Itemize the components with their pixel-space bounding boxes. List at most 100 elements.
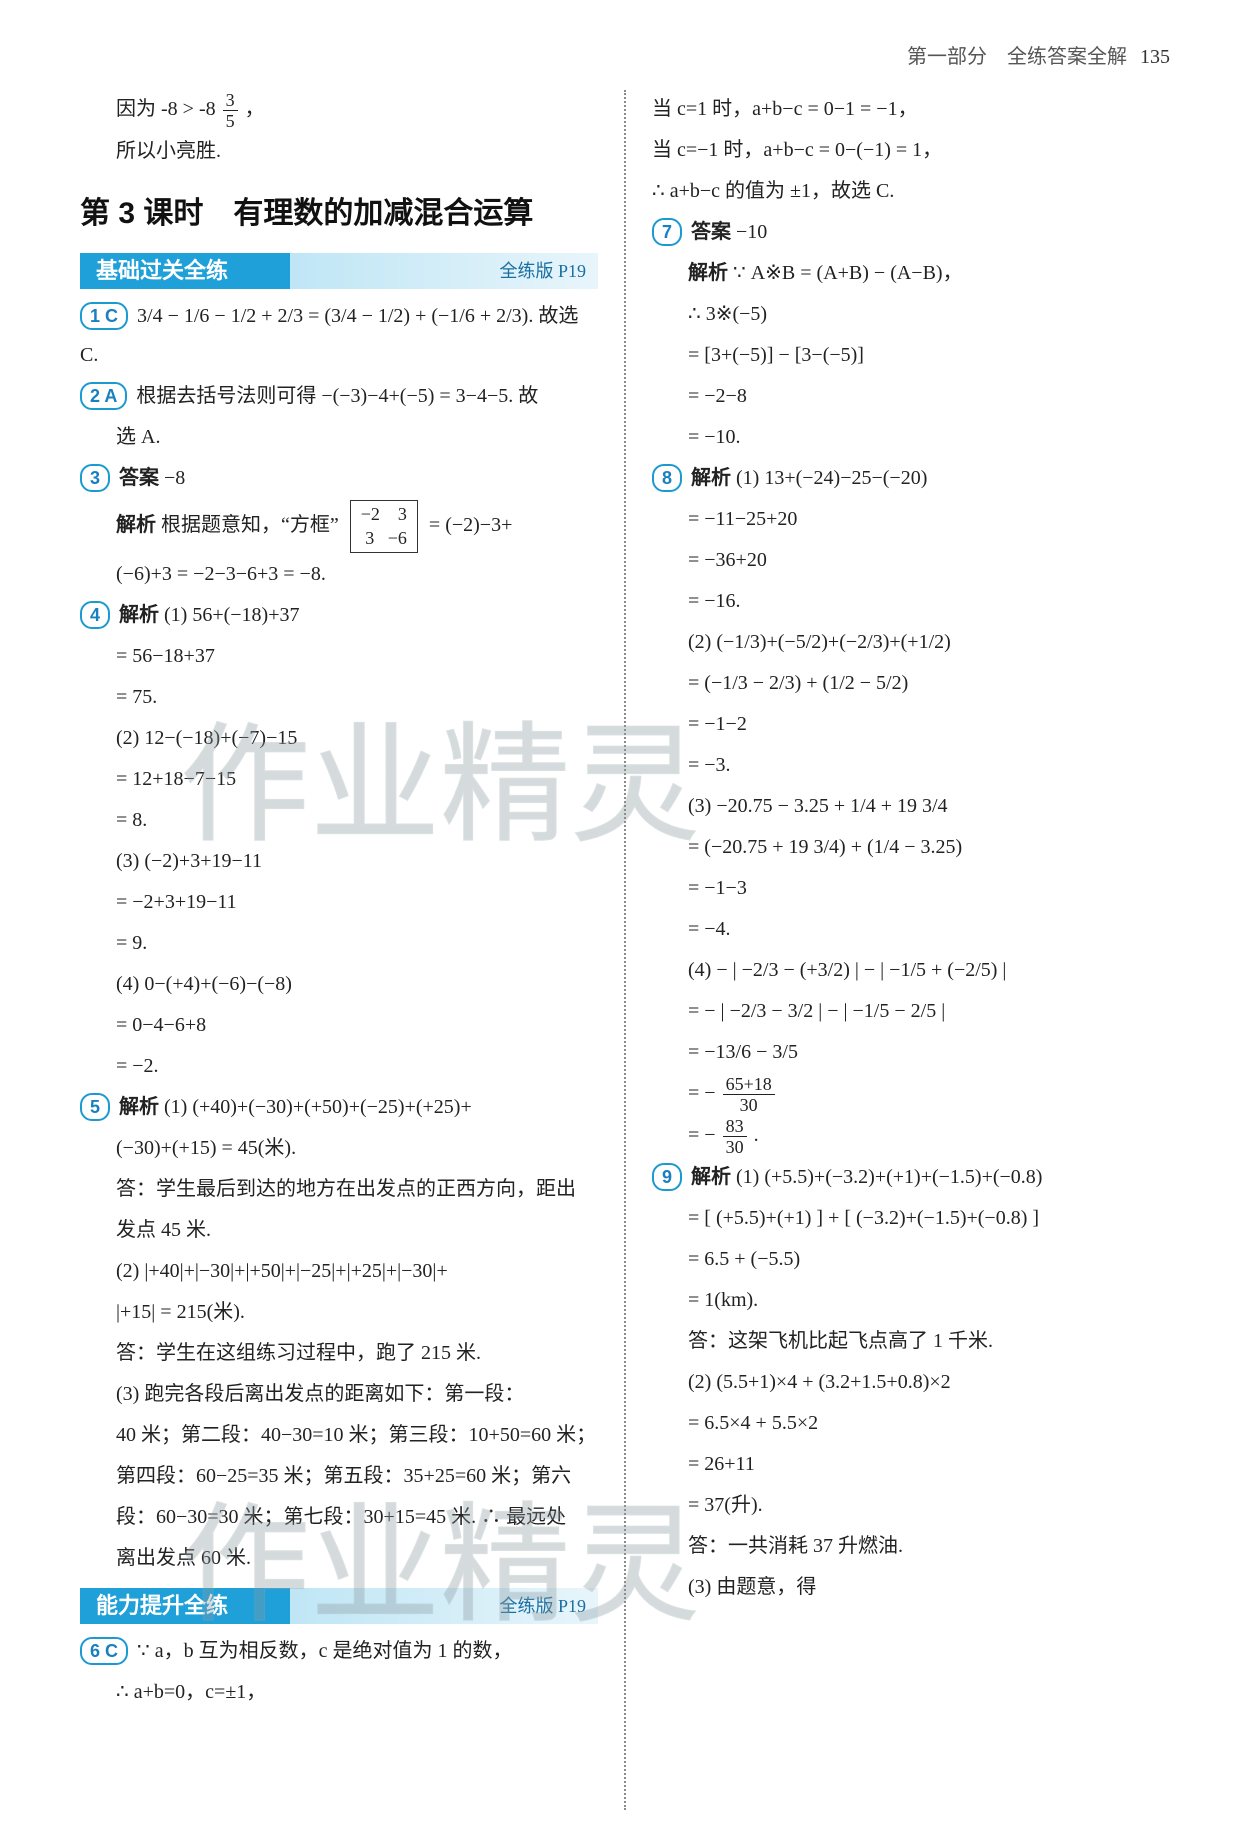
q4-3a: (3) (−2)+3+19−11	[80, 842, 598, 881]
q4-1c: = 75.	[80, 678, 598, 717]
q8-3b: = (−20.75 + 19 3/4) + (1/4 − 3.25)	[652, 828, 1170, 867]
q8-4a: (4) − | −2/3 − (+3/2) | − | −1/5 + (−2/5…	[652, 951, 1170, 990]
intro-line-2: 所以小亮胜.	[80, 132, 598, 171]
q7-l4: = −2−8	[652, 377, 1170, 416]
lesson-title: 第 3 课时 有理数的加减混合运算	[80, 185, 598, 244]
frac-83-30: 83 30	[723, 1117, 747, 1156]
q8-2a: (2) (−1/3)+(−5/2)+(−2/3)+(+1/2)	[652, 623, 1170, 662]
q8-1d: = −16.	[652, 582, 1170, 621]
intro-line-1: 因为 -8 > -8 3 5 ，	[80, 90, 598, 130]
q8-4d: = − 65+18 30	[652, 1074, 1170, 1114]
q4-3b: = −2+3+19−11	[80, 883, 598, 922]
q8-2c: = −1−2	[652, 705, 1170, 744]
q2-l2: 选 A.	[80, 418, 598, 457]
q3-ans: 3 答案 −8	[80, 459, 598, 498]
q8-1c: = −36+20	[652, 541, 1170, 580]
q5-3d: 段：60−30=30 米；第七段：30+15=45 米. ∴ 最远处	[80, 1498, 598, 1537]
section-title-2: 能力提升全练	[80, 1585, 244, 1628]
explain-label: 解析	[116, 514, 156, 536]
badge-5: 5	[80, 1093, 110, 1121]
badge-6c: 6 C	[80, 1637, 128, 1665]
q4-1b: = 56−18+37	[80, 637, 598, 676]
q4-4b: = 0−4−6+8	[80, 1006, 598, 1045]
q9-1c: = 6.5 + (−5.5)	[652, 1240, 1170, 1279]
q1: 1 C 3/4 − 1/6 − 1/2 + 2/3 = (3/4 − 1/2) …	[80, 297, 598, 375]
q8-4b: = − | −2/3 − 3/2 | − | −1/5 − 2/5 |	[652, 992, 1170, 1031]
section-bar-ability: 能力提升全练 全练版 P19	[80, 1588, 598, 1624]
q1-body: 3/4 − 1/6 − 1/2 + 2/3 = (3/4 − 1/2) + (−…	[80, 305, 578, 366]
q4-3c: = 9.	[80, 924, 598, 963]
section-title: 基础过关全练	[80, 250, 244, 293]
q3-l2: (−6)+3 = −2−3−6+3 = −8.	[80, 555, 598, 594]
badge-8: 8	[652, 464, 682, 492]
q8-2d: = −3.	[652, 746, 1170, 785]
q9-3a: (3) 由题意，得	[652, 1568, 1170, 1607]
left-column: 因为 -8 > -8 3 5 ， 所以小亮胜. 第 3 课时 有理数的加减混合运…	[80, 90, 620, 1810]
q5-3c: 第四段：60−25=35 米；第五段：35+25=60 米；第六	[80, 1457, 598, 1496]
frac-83pre: 65+18 30	[723, 1075, 775, 1114]
two-column-layout: 因为 -8 > -8 3 5 ， 所以小亮胜. 第 3 课时 有理数的加减混合运…	[80, 90, 1170, 1810]
q4-4a: (4) 0−(+4)+(−6)−(−8)	[80, 965, 598, 1004]
section-bar-basic: 基础过关全练 全练版 P19	[80, 253, 598, 289]
q4-2b: = 12+18−7−15	[80, 760, 598, 799]
frac-3-5: 3 5	[223, 91, 238, 130]
q3-answer: −8	[164, 467, 185, 489]
q8-4c: = −13/6 − 3/5	[652, 1033, 1170, 1072]
q9-head: 9 解析 (1) (+5.5)+(−3.2)+(+1)+(−1.5)+(−0.8…	[652, 1158, 1170, 1197]
q5-2b: |+15| = 215(米).	[80, 1293, 598, 1332]
rc2: 当 c=−1 时，a+b−c = 0−(−1) = 1，	[652, 131, 1170, 170]
q5-1d: 发点 45 米.	[80, 1211, 598, 1250]
q5-1c: 答：学生最后到达的地方在出发点的正西方向，距出	[80, 1170, 598, 1209]
q8-1b: = −11−25+20	[652, 500, 1170, 539]
q8-2b: = (−1/3 − 2/3) + (1/2 − 5/2)	[652, 664, 1170, 703]
q5-3a: (3) 跑完各段后离出发点的距离如下：第一段：	[80, 1375, 598, 1414]
q9-1b: = [ (+5.5)+(+1) ] + [ (−3.2)+(−1.5)+(−0.…	[652, 1199, 1170, 1238]
q5-3e: 离出发点 60 米.	[80, 1539, 598, 1578]
q4-head: 4 解析 (1) 56+(−18)+37	[80, 596, 598, 635]
q7-l3: = [3+(−5)] − [3−(−5)]	[652, 336, 1170, 375]
q9-2c: = 26+11	[652, 1445, 1170, 1484]
q4-4c: = −2.	[80, 1047, 598, 1086]
q5-2c: 答：学生在这组练习过程中，跑了 215 米.	[80, 1334, 598, 1373]
q8-4e: = − 83 30 .	[652, 1116, 1170, 1156]
section-ref: 全练版 P19	[499, 254, 598, 289]
q6-l1: 6 C ∵ a，b 互为相反数，c 是绝对值为 1 的数，	[80, 1632, 598, 1671]
page-number: 135	[1140, 46, 1170, 68]
badge-9: 9	[652, 1163, 682, 1191]
q9-2d: = 37(升).	[652, 1486, 1170, 1525]
section-ref-2: 全练版 P19	[499, 1589, 598, 1624]
q8-3c: = −1−3	[652, 869, 1170, 908]
q7-jx: 解析 ∵ A※B = (A+B) − (A−B)，	[652, 254, 1170, 293]
q8-3d: = −4.	[652, 910, 1170, 949]
badge-4: 4	[80, 601, 110, 629]
q4-2a: (2) 12−(−18)+(−7)−15	[80, 719, 598, 758]
matrix-box: −2 3 3 −6	[350, 500, 418, 553]
q7-l5: = −10.	[652, 418, 1170, 457]
q4-2c: = 8.	[80, 801, 598, 840]
q7-l2: ∴ 3※(−5)	[652, 295, 1170, 334]
badge-3: 3	[80, 464, 110, 492]
q5-head: 5 解析 (1) (+40)+(−30)+(+50)+(−25)+(+25)+	[80, 1088, 598, 1127]
q9-1e: 答：这架飞机比起飞点高了 1 千米.	[652, 1322, 1170, 1361]
badge-2a: 2 A	[80, 382, 127, 410]
right-column: 当 c=1 时，a+b−c = 0−1 = −1， 当 c=−1 时，a+b−c…	[630, 90, 1170, 1810]
badge-1c: 1 C	[80, 302, 128, 330]
q8-head: 8 解析 (1) 13+(−24)−25−(−20)	[652, 459, 1170, 498]
rc1: 当 c=1 时，a+b−c = 0−1 = −1，	[652, 90, 1170, 129]
q5-1b: (−30)+(+15) = 45(米).	[80, 1129, 598, 1168]
rc3: ∴ a+b−c 的值为 ±1，故选 C.	[652, 172, 1170, 211]
q9-1d: = 1(km).	[652, 1281, 1170, 1320]
q5-3b: 40 米；第二段：40−30=10 米；第三段：10+50=60 米；	[80, 1416, 598, 1455]
answer-label: 答案	[119, 467, 159, 489]
q5-2a: (2) |+40|+|−30|+|+50|+|−25|+|+25|+|−30|+	[80, 1252, 598, 1291]
q9-2b: = 6.5×4 + 5.5×2	[652, 1404, 1170, 1443]
page-header: 第一部分 全练答案全解 135	[907, 40, 1170, 69]
q3-jx: 解析 根据题意知，“方框” −2 3 3 −6 = (−2)−3+	[80, 500, 598, 553]
q9-2a: (2) (5.5+1)×4 + (3.2+1.5+0.8)×2	[652, 1363, 1170, 1402]
q9-2e: 答：一共消耗 37 升燃油.	[652, 1527, 1170, 1566]
badge-7: 7	[652, 218, 682, 246]
q2-l1: 2 A 根据去括号法则可得 −(−3)−4+(−5) = 3−4−5. 故	[80, 377, 598, 416]
header-section: 第一部分 全练答案全解	[907, 46, 1127, 68]
q8-3a: (3) −20.75 − 3.25 + 1/4 + 19 3/4	[652, 787, 1170, 826]
q6-l2: ∴ a+b=0，c=±1，	[80, 1673, 598, 1712]
